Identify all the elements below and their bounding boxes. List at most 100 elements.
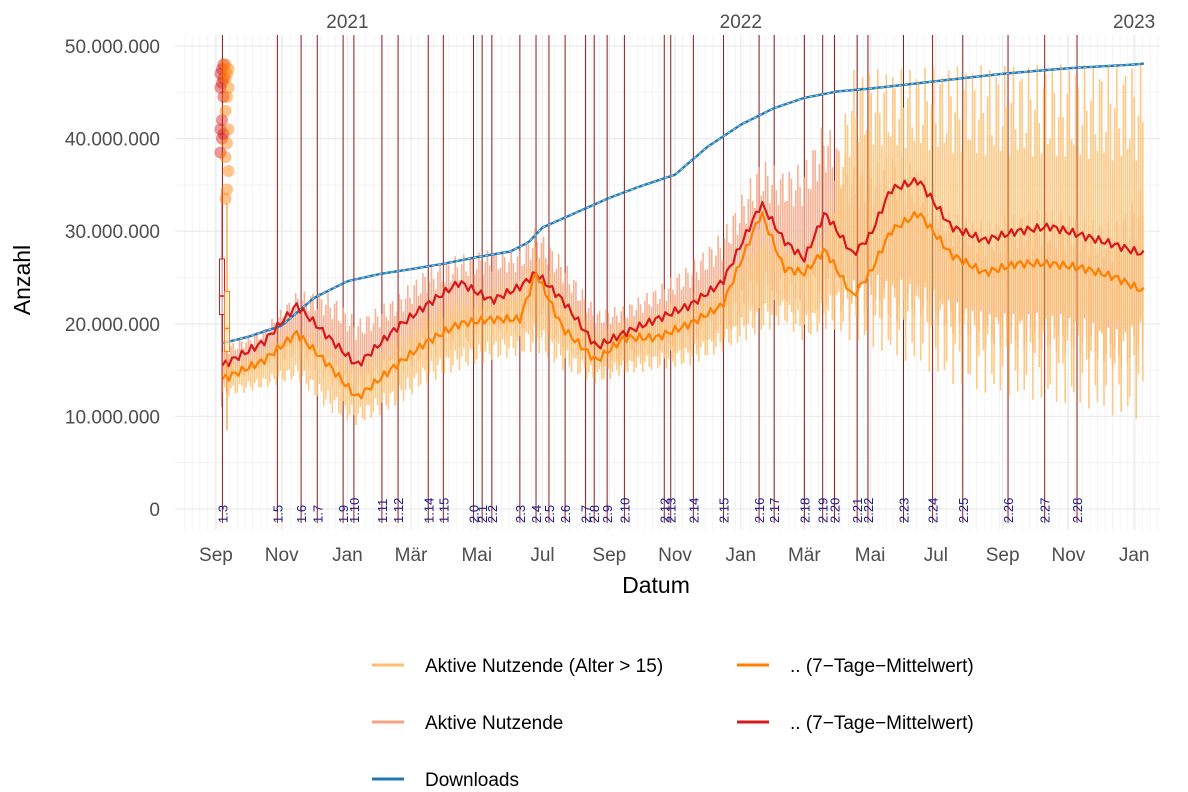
version-label: 2.3 (513, 505, 528, 523)
legend-item: Aktive Nutzende (372, 713, 563, 734)
x-tick-label: Mär (395, 545, 428, 566)
boxplot-box (224, 290, 230, 353)
version-label: 2.10 (617, 498, 632, 523)
version-label: 2.2 (485, 505, 500, 523)
version-label: 1.15 (436, 498, 451, 523)
version-label: 2.27 (1038, 498, 1053, 523)
version-label: 2.0 (467, 505, 482, 523)
x-tick-label: Nov (658, 545, 692, 566)
boxplot-outlier (221, 137, 233, 150)
version-label: 1.3 (215, 505, 230, 523)
y-tick-label: 50.000.000 (65, 37, 160, 58)
version-label: 2.14 (686, 498, 701, 523)
boxplot-outlier (222, 81, 235, 94)
version-label: 2.5 (542, 505, 557, 523)
version-label: 2.21 (850, 498, 865, 523)
version-label: 2.8 (587, 505, 602, 523)
version-label: 2.26 (1001, 498, 1016, 523)
version-label: 2.25 (956, 498, 971, 523)
x-axis-title: Datum (622, 572, 690, 598)
x-tick-label: Jul (924, 545, 948, 566)
boxplot-outlier (214, 123, 227, 136)
version-label: 2.9 (600, 505, 615, 523)
boxplot-outlier (219, 192, 232, 205)
boxplot-layer (214, 58, 235, 431)
series-line-layer (221, 62, 1145, 400)
boxplot-outlier (221, 67, 233, 80)
legend-item: Aktive Nutzende (Alter > 15) (372, 656, 663, 677)
x-tick-label: Sep (986, 545, 1020, 566)
boxplot (214, 58, 230, 408)
legend-label: .. (7−Tage−Mittelwert) (790, 656, 974, 677)
x-tick-label: Nov (1051, 545, 1085, 566)
boxplot-outlier (214, 67, 227, 80)
version-label: 1.14 (421, 498, 436, 523)
version-label: 1.10 (347, 498, 362, 523)
boxplot-outlier (216, 77, 228, 90)
version-label: 1.11 (375, 499, 390, 523)
legend-item: .. (7−Tage−Mittelwert) (737, 713, 974, 734)
legend-label: Aktive Nutzende (425, 713, 563, 734)
boxplot-outlier (217, 90, 230, 103)
legend-label: Aktive Nutzende (Alter > 15) (425, 656, 663, 677)
y-tick-label: 40.000.000 (65, 130, 160, 151)
version-label: 2.28 (1070, 498, 1085, 523)
legend-item: .. (7−Tage−Mittelwert) (737, 656, 974, 677)
boxplot-outlier (222, 123, 235, 136)
x-tick-label: Mai (461, 545, 492, 566)
y-tick-label: 0 (149, 500, 160, 521)
y-tick-label: 30.000.000 (65, 222, 160, 243)
boxplot-outlier (222, 165, 235, 178)
boxplot-outlier (219, 72, 232, 85)
y-tick-label: 20.000.000 (65, 315, 160, 336)
x-tick-label: Jan (725, 545, 756, 566)
version-label: 2.16 (752, 498, 767, 523)
boxplot-outlier (216, 63, 228, 76)
boxplot-outlier (216, 132, 228, 145)
version-label: 2.12 (657, 498, 672, 523)
version-label: 2.7 (579, 505, 594, 523)
version-label: 1.12 (391, 498, 406, 523)
boxplot-outlier (217, 127, 230, 140)
version-label: 2.15 (717, 498, 732, 523)
boxplot-outlier (216, 114, 228, 127)
x-tick-label: Sep (199, 545, 233, 566)
version-label: 2.6 (558, 505, 573, 523)
year-label: 2022 (720, 12, 762, 33)
boxplot-outlier (221, 183, 233, 196)
series-line (221, 177, 1145, 368)
boxplot-outlier (221, 90, 233, 103)
version-label: 2.20 (828, 498, 843, 523)
version-label: 2.4 (529, 505, 544, 523)
boxplot-outlier (219, 104, 232, 117)
boxplot-box (219, 258, 225, 316)
version-label: 1.7 (310, 505, 325, 523)
boxplot-outlier (217, 72, 230, 85)
boxplot-outlier (214, 146, 227, 159)
version-label: 1.5 (270, 505, 285, 523)
x-tick-label: Jan (332, 545, 363, 566)
legend-label: Downloads (425, 770, 519, 791)
boxplot-outlier (219, 58, 232, 71)
series-line (221, 210, 1145, 400)
legend: Aktive Nutzende (Alter > 15) .. (7−Tage−M… (372, 656, 974, 791)
grid-layer (175, 35, 1160, 530)
x-tick-label: Nov (265, 545, 299, 566)
version-label: 2.18 (797, 498, 812, 523)
boxplot-outlier (222, 63, 235, 76)
legend-item: Downloads (372, 770, 519, 791)
y-tick-label: 10.000.000 (65, 407, 160, 428)
x-tick-label: Mai (855, 545, 886, 566)
boxplot (219, 58, 235, 431)
axis-layer: 0 10.000.000 20.000.000 30.000.000 40.000.00… (65, 12, 1155, 566)
year-label: 2021 (326, 12, 368, 33)
boxplot-outlier (219, 151, 232, 164)
x-tick-label: Mär (788, 545, 821, 566)
boxplot-outlier (217, 58, 230, 71)
year-label: 2023 (1113, 12, 1155, 33)
x-tick-label: Jan (1119, 545, 1150, 566)
x-tick-label: Jul (530, 545, 554, 566)
version-label: 2.13 (664, 498, 679, 523)
boxplot-outlier (214, 81, 227, 94)
